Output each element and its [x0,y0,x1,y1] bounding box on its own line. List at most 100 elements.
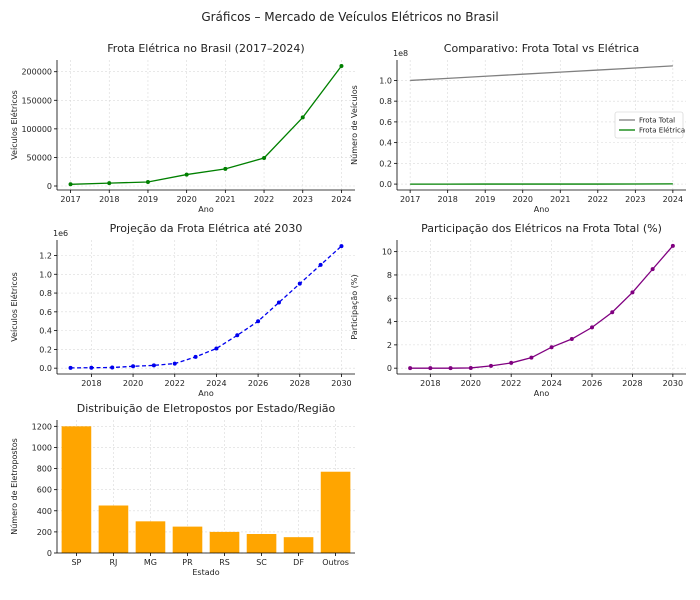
x-tick-label: RJ [109,558,117,567]
data-point [448,366,453,371]
x-tick-label: 2017 [400,195,420,204]
data-point [193,354,198,359]
data-point [172,361,177,366]
x-tick-label: 2020 [176,195,196,204]
data-point [488,363,493,368]
bar-rs [209,531,240,553]
data-point [223,166,228,171]
data-point [610,310,615,315]
x-tick-label: 2020 [513,195,533,204]
y-tick-label: 0 [47,549,52,558]
x-tick-label: 2022 [588,195,608,204]
y-tick-label: 1.0 [39,270,52,279]
data-point [184,172,189,177]
data-point [235,333,240,338]
x-tick-label: 2030 [331,379,351,388]
y-tick-label: 100000 [21,125,52,134]
data-point [529,355,534,360]
y-tick-label: 600 [37,486,52,495]
legend-box [614,111,684,139]
y-tick-label: 1000 [32,443,52,452]
data-point [107,181,112,186]
y-tick-label: 0.4 [39,327,52,336]
y-tick-label: 1.2 [39,251,52,260]
x-tick-label: 2018 [420,379,440,388]
chart-title: Distribuição de Eletropostos por Estado/… [77,402,336,415]
data-point [468,365,473,370]
y-tick-label: 0.6 [379,118,392,127]
y-tick-label: 0.2 [39,345,52,354]
y-tick-label: 0.4 [379,139,392,148]
x-tick-label: 2024 [663,195,683,204]
x-tick-label: MG [144,558,157,567]
x-tick-label: 2030 [663,379,683,388]
data-point [428,366,433,371]
y-axis-label: Número de Eletropostos [10,438,19,535]
data-point [549,345,554,350]
y-tick-label: 0.8 [39,289,52,298]
data-point [569,337,574,342]
axis-offset-text: 1e6 [53,229,68,238]
figure-title: Gráficos – Mercado de Veículos Elétricos… [201,10,498,24]
x-tick-label: 2020 [461,379,481,388]
data-point [262,156,267,160]
y-tick-label: 800 [37,465,52,474]
data-point [318,262,323,267]
y-tick-label: 0 [387,364,392,373]
bar-sp [61,426,92,553]
data-point [214,346,219,351]
data-point [670,243,675,248]
y-tick-label: 0.2 [379,159,392,168]
data-point [297,281,302,286]
data-point [276,300,281,305]
y-axis-label: Número de Veículos [350,85,359,165]
y-tick-label: 200 [37,528,52,537]
y-tick-label: 1200 [32,422,52,431]
legend-entry: Frota Total [639,117,675,125]
x-tick-label: 2018 [437,195,457,204]
x-tick-label: 2028 [622,379,642,388]
data-point [89,365,94,370]
x-tick-label: 2018 [99,195,119,204]
y-tick-label: 0.0 [379,180,392,189]
bar-df [283,537,314,553]
series-line-1 [410,65,673,82]
data-point [630,290,635,295]
chart-4: 0 2 4 6 8 10 2018 2020 2022 2024 2026 2028 2030 Parti… [350,222,686,398]
x-axis-label: Ano [534,205,550,214]
chart-1-grid [57,60,355,190]
x-tick-label: 2019 [475,195,495,204]
y-tick-label: 0 [47,182,52,191]
chart-title: Participação dos Elétricos na Frota Tota… [421,222,662,235]
legend-entry: Frota Elétrica [639,127,685,135]
x-axis-label: Ano [198,389,214,398]
data-point [151,363,156,368]
data-point [300,115,305,120]
x-axis-label: Estado [192,568,219,577]
y-tick-label: 2 [387,341,392,350]
chart-title: Frota Elétrica no Brasil (2017–2024) [107,42,304,55]
data-point [650,267,655,272]
bar-pr [172,526,203,553]
data-point [110,365,115,370]
x-tick-label: PR [182,558,193,567]
data-point [68,182,73,187]
x-tick-label: 2024 [541,379,561,388]
x-axis-label: Ano [198,205,214,214]
bar-mg [135,521,166,553]
y-tick-label: 8 [387,271,392,280]
x-tick-label: 2026 [248,379,268,388]
chart-title: Projeção da Frota Elétrica até 2030 [110,222,303,235]
x-tick-label: 2019 [138,195,158,204]
x-tick-label: DF [293,558,304,567]
data-point [256,319,261,324]
x-axis-label: Ano [534,389,550,398]
y-axis-label: Veículos Elétricos [9,272,19,342]
y-axis-label: Participação (%) [350,274,359,339]
x-tick-label: 2024 [331,195,351,204]
x-tick-label: SC [256,558,267,567]
x-tick-label: 2026 [582,379,602,388]
axis-offset-text: 1e8 [393,49,408,58]
y-tick-label: 400 [37,507,52,516]
